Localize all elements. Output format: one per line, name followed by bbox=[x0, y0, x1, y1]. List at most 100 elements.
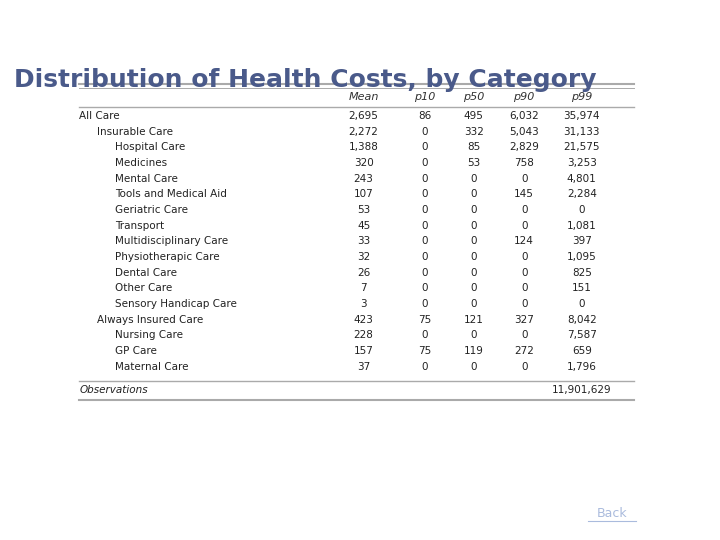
Text: 825: 825 bbox=[572, 268, 592, 278]
Text: Other Care: Other Care bbox=[115, 284, 173, 293]
Text: 86: 86 bbox=[418, 111, 431, 121]
Text: 495: 495 bbox=[464, 111, 484, 121]
Text: 0: 0 bbox=[470, 330, 477, 340]
Text: 7: 7 bbox=[360, 284, 367, 293]
Text: Managed Competition in the Netherlands - Spinnewijn: Managed Competition in the Netherlands -… bbox=[191, 14, 529, 27]
Text: 31,133: 31,133 bbox=[564, 127, 600, 137]
Text: 0: 0 bbox=[421, 221, 428, 231]
Text: 272: 272 bbox=[514, 346, 534, 356]
Text: Distribution of Health Costs, by Category: Distribution of Health Costs, by Categor… bbox=[14, 68, 597, 91]
Text: 0: 0 bbox=[521, 174, 528, 184]
Text: 0: 0 bbox=[421, 362, 428, 372]
Text: 0: 0 bbox=[470, 205, 477, 215]
Text: 2,284: 2,284 bbox=[567, 190, 597, 199]
Text: Always Insured Care: Always Insured Care bbox=[97, 315, 204, 325]
Text: 8,042: 8,042 bbox=[567, 315, 597, 325]
Text: 1,095: 1,095 bbox=[567, 252, 597, 262]
Text: 0: 0 bbox=[521, 284, 528, 293]
Text: 0: 0 bbox=[470, 174, 477, 184]
Text: 0: 0 bbox=[470, 299, 477, 309]
Text: Dental Care: Dental Care bbox=[115, 268, 177, 278]
Text: 0: 0 bbox=[421, 252, 428, 262]
Text: 0: 0 bbox=[470, 284, 477, 293]
Text: 0: 0 bbox=[470, 237, 477, 246]
Text: Observations: Observations bbox=[79, 386, 148, 395]
Text: 397: 397 bbox=[572, 237, 592, 246]
Text: Insurable Care: Insurable Care bbox=[97, 127, 174, 137]
Text: 0: 0 bbox=[421, 158, 428, 168]
Text: 7,587: 7,587 bbox=[567, 330, 597, 340]
Text: 1,796: 1,796 bbox=[567, 362, 597, 372]
Text: Physiotherapic Care: Physiotherapic Care bbox=[115, 252, 220, 262]
Text: 3,253: 3,253 bbox=[567, 158, 597, 168]
Text: 85: 85 bbox=[467, 143, 480, 152]
Text: 4,801: 4,801 bbox=[567, 174, 597, 184]
Text: 1,081: 1,081 bbox=[567, 221, 597, 231]
Text: 2,695: 2,695 bbox=[348, 111, 379, 121]
Text: 0: 0 bbox=[421, 205, 428, 215]
Text: 0: 0 bbox=[521, 221, 528, 231]
Text: 0: 0 bbox=[421, 330, 428, 340]
Text: p50: p50 bbox=[463, 92, 485, 102]
Text: Mean: Mean bbox=[348, 92, 379, 102]
Text: 0: 0 bbox=[470, 268, 477, 278]
Text: 145: 145 bbox=[514, 190, 534, 199]
Text: 0: 0 bbox=[421, 174, 428, 184]
Text: 2,829: 2,829 bbox=[509, 143, 539, 152]
Text: 33: 33 bbox=[357, 237, 370, 246]
Text: 0: 0 bbox=[521, 252, 528, 262]
Text: 2,272: 2,272 bbox=[348, 127, 379, 137]
Text: 0: 0 bbox=[521, 268, 528, 278]
Text: Medicines: Medicines bbox=[115, 158, 167, 168]
Text: 327: 327 bbox=[514, 315, 534, 325]
Text: 0: 0 bbox=[421, 127, 428, 137]
Text: Mental Care: Mental Care bbox=[115, 174, 178, 184]
Text: 0: 0 bbox=[421, 190, 428, 199]
Text: Multidisciplinary Care: Multidisciplinary Care bbox=[115, 237, 228, 246]
Text: 0: 0 bbox=[421, 268, 428, 278]
Text: 0: 0 bbox=[421, 284, 428, 293]
Text: 151: 151 bbox=[572, 284, 592, 293]
Text: 157: 157 bbox=[354, 346, 374, 356]
Text: Geriatric Care: Geriatric Care bbox=[115, 205, 188, 215]
Text: 0: 0 bbox=[470, 362, 477, 372]
Text: 5,043: 5,043 bbox=[509, 127, 539, 137]
Text: 11,901,629: 11,901,629 bbox=[552, 386, 611, 395]
Text: 0: 0 bbox=[470, 190, 477, 199]
Text: 0: 0 bbox=[470, 252, 477, 262]
Text: 107: 107 bbox=[354, 190, 374, 199]
Text: 758: 758 bbox=[514, 158, 534, 168]
Text: 320: 320 bbox=[354, 158, 374, 168]
Text: Sensory Handicap Care: Sensory Handicap Care bbox=[115, 299, 237, 309]
Text: 37: 37 bbox=[357, 362, 370, 372]
Text: 21,575: 21,575 bbox=[564, 143, 600, 152]
Text: Back: Back bbox=[597, 507, 627, 520]
Text: p99: p99 bbox=[571, 92, 593, 102]
Text: 0: 0 bbox=[521, 362, 528, 372]
Text: Maternal Care: Maternal Care bbox=[115, 362, 189, 372]
Text: p10: p10 bbox=[414, 92, 436, 102]
Text: Tools and Medical Aid: Tools and Medical Aid bbox=[115, 190, 227, 199]
Text: 1,388: 1,388 bbox=[348, 143, 379, 152]
Text: 0: 0 bbox=[578, 299, 585, 309]
Text: 75: 75 bbox=[418, 346, 431, 356]
Text: p90: p90 bbox=[513, 92, 535, 102]
Text: 53: 53 bbox=[357, 205, 370, 215]
Text: 3: 3 bbox=[360, 299, 367, 309]
Text: 75: 75 bbox=[418, 315, 431, 325]
Text: Nursing Care: Nursing Care bbox=[115, 330, 183, 340]
Text: 119: 119 bbox=[464, 346, 484, 356]
Text: 32: 32 bbox=[357, 252, 370, 262]
Text: 121: 121 bbox=[464, 315, 484, 325]
Text: 0: 0 bbox=[521, 330, 528, 340]
Text: Hospital Care: Hospital Care bbox=[115, 143, 186, 152]
Text: 243: 243 bbox=[354, 174, 374, 184]
Text: 35,974: 35,974 bbox=[564, 111, 600, 121]
Text: 423: 423 bbox=[354, 315, 374, 325]
Text: 124: 124 bbox=[514, 237, 534, 246]
Text: 53: 53 bbox=[467, 158, 480, 168]
Text: 332: 332 bbox=[464, 127, 484, 137]
Text: Transport: Transport bbox=[115, 221, 164, 231]
Text: 0: 0 bbox=[521, 299, 528, 309]
Text: 0: 0 bbox=[421, 299, 428, 309]
